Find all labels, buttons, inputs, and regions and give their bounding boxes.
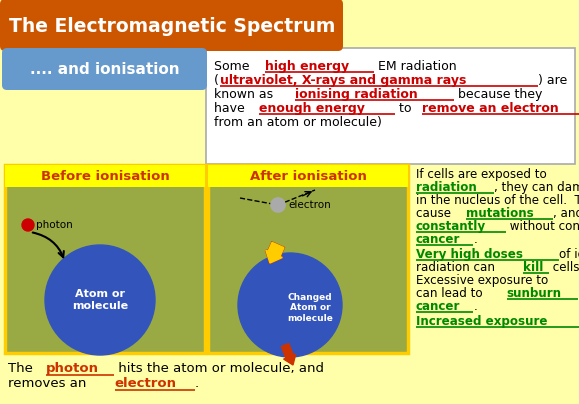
Text: Increased exposure: Increased exposure	[416, 315, 548, 328]
Text: sunburn: sunburn	[507, 287, 562, 300]
Text: cancer: cancer	[416, 300, 460, 313]
Text: cause: cause	[416, 207, 455, 220]
Text: remove an electron: remove an electron	[422, 102, 559, 115]
Circle shape	[22, 219, 34, 231]
FancyArrow shape	[281, 343, 296, 365]
FancyBboxPatch shape	[0, 0, 343, 51]
Text: After ionisation: After ionisation	[250, 170, 367, 183]
Text: in the nucleus of the cell.  This can: in the nucleus of the cell. This can	[416, 194, 579, 207]
FancyBboxPatch shape	[5, 165, 205, 353]
FancyBboxPatch shape	[5, 165, 205, 187]
Text: hits the atom or molecule, and: hits the atom or molecule, and	[114, 362, 324, 375]
FancyBboxPatch shape	[206, 48, 575, 164]
Text: cells.: cells.	[549, 261, 579, 274]
Text: photon: photon	[46, 362, 98, 375]
FancyBboxPatch shape	[208, 165, 408, 187]
Text: Atom or
molecule: Atom or molecule	[72, 289, 128, 311]
Text: electron: electron	[288, 200, 331, 210]
Text: If cells are exposed to: If cells are exposed to	[416, 168, 551, 181]
FancyBboxPatch shape	[208, 165, 408, 353]
Text: radiation can: radiation can	[416, 261, 499, 274]
Text: , they can damage the: , they can damage the	[494, 181, 579, 194]
Text: Very high doses: Very high doses	[416, 248, 527, 261]
Text: cancer: cancer	[416, 233, 460, 246]
Circle shape	[45, 245, 155, 355]
Text: .: .	[473, 233, 477, 246]
Text: because they: because they	[454, 88, 542, 101]
Text: ) are: ) are	[538, 74, 567, 87]
Text: Some: Some	[214, 60, 254, 73]
FancyBboxPatch shape	[2, 48, 207, 90]
Text: electron: electron	[115, 377, 177, 390]
Text: .: .	[195, 377, 199, 390]
Text: Excessive exposure to: Excessive exposure to	[416, 274, 552, 287]
Text: enough energy: enough energy	[259, 102, 365, 115]
Text: photon: photon	[36, 220, 73, 230]
Text: constantly: constantly	[416, 220, 486, 233]
Text: from an atom or molecule): from an atom or molecule)	[214, 116, 382, 129]
Text: The: The	[8, 362, 37, 375]
FancyArrow shape	[266, 242, 284, 263]
Text: high energy: high energy	[265, 60, 349, 73]
Text: known as: known as	[214, 88, 277, 101]
Text: mutations: mutations	[466, 207, 534, 220]
Text: to: to	[395, 102, 416, 115]
Text: Changed
Atom or
molecule: Changed Atom or molecule	[287, 293, 333, 323]
Text: can lead to: can lead to	[416, 287, 486, 300]
Text: (: (	[214, 74, 219, 87]
Text: EM radiation: EM radiation	[373, 60, 456, 73]
Text: kill: kill	[523, 261, 543, 274]
Text: removes an: removes an	[8, 377, 91, 390]
Text: .... and ionisation: .... and ionisation	[30, 61, 180, 76]
Text: .: .	[473, 300, 477, 313]
Text: Before ionisation: Before ionisation	[41, 170, 170, 183]
Text: without control – this is: without control – this is	[507, 220, 579, 233]
Circle shape	[271, 198, 285, 212]
Text: or even: or even	[578, 287, 579, 300]
Text: of ionising: of ionising	[559, 248, 579, 261]
Circle shape	[238, 253, 342, 357]
Text: have: have	[214, 102, 249, 115]
Text: ionising radiation: ionising radiation	[295, 88, 418, 101]
Text: ultraviolet, X-rays and gamma rays: ultraviolet, X-rays and gamma rays	[220, 74, 467, 87]
Text: radiation: radiation	[416, 181, 477, 194]
Text: The Electromagnetic Spectrum: The Electromagnetic Spectrum	[9, 17, 335, 36]
Text: , and the cells: , and the cells	[554, 207, 579, 220]
